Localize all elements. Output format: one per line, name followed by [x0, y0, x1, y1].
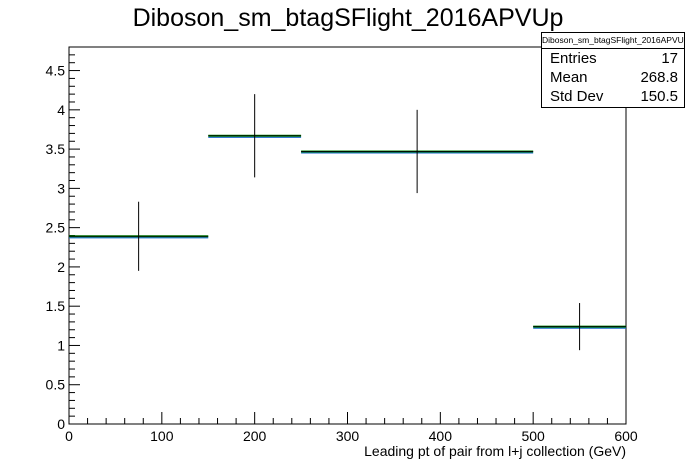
stats-box-title: Diboson_sm_btagSFlight_2016APVUp	[542, 33, 684, 49]
y-tick-label: 3.5	[46, 141, 66, 157]
stats-label: Entries	[550, 50, 597, 67]
x-axis-label: Leading pt of pair from l+j collection (…	[364, 443, 626, 459]
stats-value: 268.8	[640, 69, 678, 86]
stats-row-stddev: Std Dev 150.5	[542, 87, 684, 106]
y-tick-label: 4.5	[46, 63, 66, 79]
y-tick-label: 3	[57, 180, 65, 196]
x-tick-label: 100	[150, 428, 174, 444]
stats-box: Diboson_sm_btagSFlight_2016APVUp Entries…	[541, 32, 685, 108]
y-tick-label: 1.5	[46, 298, 66, 314]
y-tick-label: 1	[57, 337, 65, 353]
y-tick-label: 0.5	[46, 377, 66, 393]
stats-value: 17	[661, 50, 678, 67]
stats-label: Mean	[550, 69, 588, 86]
stats-row-mean: Mean 268.8	[542, 68, 684, 87]
y-tick-label: 2	[57, 259, 65, 275]
x-tick-label: 600	[614, 428, 638, 444]
x-tick-label: 300	[336, 428, 360, 444]
y-tick-label: 0	[57, 416, 65, 432]
stats-label: Std Dev	[550, 88, 604, 105]
x-tick-label: 0	[65, 428, 73, 444]
x-tick-label: 500	[521, 428, 545, 444]
x-tick-label: 200	[243, 428, 267, 444]
stats-row-entries: Entries 17	[542, 49, 684, 68]
y-tick-label: 2.5	[46, 220, 66, 236]
y-tick-label: 4	[57, 102, 65, 118]
stats-value: 150.5	[640, 88, 678, 105]
x-tick-label: 400	[429, 428, 453, 444]
chart-title: Diboson_sm_btagSFlight_2016APVUp	[132, 4, 564, 32]
